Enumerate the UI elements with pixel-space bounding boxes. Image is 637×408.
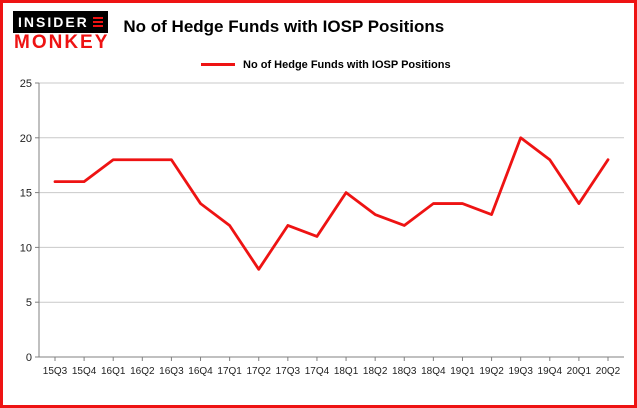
- logo-monkey-text: MONKEY: [14, 32, 110, 53]
- x-tick-label: 19Q4: [538, 366, 563, 377]
- legend: No of Hedge Funds with IOSP Positions: [201, 57, 634, 73]
- x-tick-label: 19Q2: [479, 366, 504, 377]
- chart-title: No of Hedge Funds with IOSP Positions: [123, 17, 445, 36]
- line-chart: 0 5 10 15 20 25 15Q3 15Q4 16Q1 16Q2 16Q3 16Q4 17Q1 17…: [3, 73, 634, 405]
- x-tick-label: 18Q4: [421, 366, 446, 377]
- x-tick-label: 18Q3: [392, 366, 417, 377]
- series-line: [53, 136, 610, 271]
- y-tick-label: 15: [20, 188, 32, 200]
- x-tick-label: 16Q4: [188, 366, 213, 377]
- x-tick-label: 16Q3: [159, 366, 184, 377]
- x-tick-label: 20Q1: [567, 366, 592, 377]
- y-tick-label: 20: [20, 133, 32, 145]
- logo-red-stripes-icon: [92, 16, 103, 28]
- x-tick-label: 19Q3: [508, 366, 533, 377]
- x-tick-label: 20Q2: [596, 366, 621, 377]
- insider-monkey-logo: INSIDER MONKEY: [13, 11, 109, 53]
- x-tick-label: 17Q2: [247, 366, 272, 377]
- legend-line-sample: [201, 63, 235, 67]
- y-tick-label: 25: [20, 78, 32, 90]
- x-tick-label: 19Q1: [450, 366, 475, 377]
- chart-svg: 0 5 10 15 20 25 15Q3 15Q4 16Q1 16Q2 16Q3 16Q4 17Q1 17…: [20, 78, 624, 377]
- legend-label: No of Hedge Funds with IOSP Positions: [243, 58, 451, 71]
- logo-insider-banner: INSIDER: [13, 11, 108, 33]
- x-tick-label: 18Q1: [334, 366, 359, 377]
- logo-insider-text: INSIDER: [18, 14, 89, 30]
- x-tick-label: 17Q4: [305, 366, 330, 377]
- header: INSIDER MONKEY No of Hedge Funds with IO…: [3, 3, 634, 53]
- x-tick-label: 17Q1: [217, 366, 242, 377]
- x-tick-label: 16Q1: [101, 366, 126, 377]
- x-tick-label: 17Q3: [276, 366, 301, 377]
- x-tick-label: 16Q2: [130, 366, 155, 377]
- y-tick-label: 0: [26, 352, 32, 364]
- x-tick-label: 15Q3: [43, 366, 68, 377]
- y-tick-label: 5: [26, 297, 32, 309]
- y-tick-label: 10: [20, 242, 32, 254]
- x-tick-label: 15Q4: [72, 366, 97, 377]
- x-tick-label: 18Q2: [363, 366, 388, 377]
